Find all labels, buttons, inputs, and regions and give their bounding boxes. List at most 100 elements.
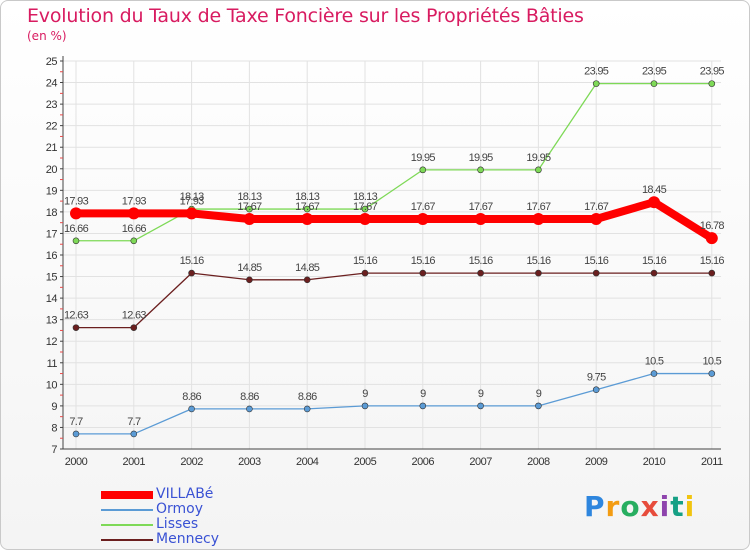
data-label-lisses-2004: 18.13 <box>295 191 320 203</box>
data-label-mennecy-2008: 15.16 <box>526 255 551 267</box>
x-tick-label-2010: 2010 <box>643 456 666 468</box>
point-mennecy-2011 <box>708 269 716 277</box>
y-tick-label-7: 7 <box>51 444 57 456</box>
data-label-villab-2002: 17.93 <box>180 195 205 207</box>
point-lisses-2003 <box>246 205 253 213</box>
legend-item-lisses: Lisses <box>101 517 219 532</box>
y-axis-unit: (en %) <box>27 29 67 43</box>
x-tick-label-2007: 2007 <box>469 456 492 468</box>
logo-letter: i <box>659 490 671 523</box>
legend-item-ormoy: Ormoy <box>101 502 219 517</box>
point-ormoy-2009 <box>592 386 600 394</box>
data-label-lisses-2009: 23.95 <box>584 66 609 78</box>
y-tick-label-13: 13 <box>46 315 58 327</box>
data-label-ormoy-2011: 10.5 <box>702 356 721 368</box>
point-lisses-2004 <box>303 205 311 213</box>
point-villab-2007 <box>474 213 487 226</box>
point-mennecy-2003 <box>246 276 253 284</box>
data-label-lisses-2007: 19.95 <box>469 152 494 164</box>
point-ormoy-2010 <box>650 370 658 377</box>
data-label-mennecy-2006: 15.16 <box>411 255 436 267</box>
point-ormoy-2004 <box>303 405 311 413</box>
y-tick-label-9: 9 <box>51 401 57 413</box>
legend-swatch-mennecy <box>101 538 153 541</box>
y-tick-label-23: 23 <box>46 99 58 111</box>
y-tick-label-20: 20 <box>46 164 58 176</box>
x-tick-label-2011: 2011 <box>701 456 723 468</box>
x-tick-label-2005: 2005 <box>354 456 377 468</box>
legend-label-mennecy: Mennecy <box>156 531 220 547</box>
point-villab-2003 <box>243 213 256 226</box>
logo-letter: o <box>620 490 641 523</box>
data-label-lisses-2010: 23.95 <box>642 66 667 78</box>
point-villab-2006 <box>416 213 429 226</box>
data-label-villab-2004: 17.67 <box>295 201 320 213</box>
data-label-ormoy-2007: 9 <box>478 388 484 400</box>
y-tick-label-11: 11 <box>47 358 58 370</box>
data-label-villab-2008: 17.67 <box>526 201 551 213</box>
point-lisses-2008 <box>535 166 542 174</box>
x-tick-label-2009: 2009 <box>585 456 608 468</box>
data-label-mennecy-2011: 15.16 <box>700 255 725 267</box>
y-tick-label-12: 12 <box>46 336 58 348</box>
data-label-ormoy-2003: 8.86 <box>240 391 259 403</box>
data-label-ormoy-2008: 9 <box>536 388 542 400</box>
legend-item-mennecy: Mennecy <box>101 532 219 547</box>
x-tick-label-2000: 2000 <box>65 456 88 468</box>
point-ormoy-2001 <box>130 430 138 438</box>
data-label-lisses-2002: 18.13 <box>180 191 205 203</box>
chart-title: Evolution du Taux de Taxe Foncière sur l… <box>27 5 584 27</box>
data-label-mennecy-2010: 15.16 <box>642 255 667 267</box>
logo-letter: i <box>684 490 696 523</box>
y-tick-label-19: 19 <box>46 185 58 197</box>
legend-swatch-lisses <box>101 523 153 526</box>
data-label-villab-2001: 17.93 <box>122 195 147 207</box>
point-lisses-2007 <box>477 166 484 174</box>
legend-label-ormoy: Ormoy <box>156 501 204 517</box>
x-tick-label-2008: 2008 <box>527 456 550 468</box>
data-label-ormoy-2009: 9.75 <box>587 372 606 384</box>
data-label-ormoy-2004: 8.86 <box>298 391 317 403</box>
y-tick-label-14: 14 <box>46 293 58 305</box>
data-label-mennecy-2001: 12.63 <box>122 310 147 322</box>
data-label-villab-2009: 17.67 <box>584 201 609 213</box>
data-label-mennecy-2000: 12.63 <box>64 310 89 322</box>
data-label-lisses-2006: 19.95 <box>411 152 436 164</box>
y-tick-label-8: 8 <box>51 422 57 434</box>
point-villab-2010 <box>648 196 660 209</box>
point-mennecy-2002 <box>188 269 195 277</box>
y-tick-label-18: 18 <box>46 207 58 219</box>
data-label-mennecy-2003: 14.85 <box>237 262 262 274</box>
point-mennecy-2004 <box>303 276 311 284</box>
data-label-villab-2011: 16.78 <box>700 220 725 232</box>
logo-letter: t <box>670 490 685 523</box>
data-label-villab-2005: 17.67 <box>353 201 378 213</box>
point-ormoy-2005 <box>361 402 369 410</box>
x-tick-label-2002: 2002 <box>180 456 203 468</box>
y-tick-label-22: 22 <box>46 121 58 133</box>
point-villab-2001 <box>127 207 140 220</box>
data-label-mennecy-2009: 15.16 <box>584 255 609 267</box>
point-mennecy-2009 <box>592 269 600 277</box>
point-ormoy-2000 <box>72 430 80 438</box>
logo-letter: x <box>640 490 660 523</box>
data-label-mennecy-2002: 15.16 <box>180 255 205 267</box>
point-mennecy-2008 <box>535 269 542 277</box>
point-villab-2005 <box>359 213 371 226</box>
point-mennecy-2001 <box>130 324 138 331</box>
series-line-mennecy <box>75 272 713 329</box>
data-label-ormoy-2010: 10.5 <box>645 356 664 368</box>
point-lisses-2010 <box>650 80 658 87</box>
point-lisses-2006 <box>419 166 427 174</box>
point-ormoy-2008 <box>535 402 542 410</box>
y-tick-label-21: 21 <box>46 142 58 154</box>
y-tick-label-10: 10 <box>46 379 58 391</box>
data-label-lisses-2000: 16.66 <box>64 223 89 235</box>
y-tick-label-15: 15 <box>46 272 58 284</box>
x-tick-label-2001: 2001 <box>123 456 146 468</box>
data-label-lisses-2008: 19.95 <box>526 152 551 164</box>
y-tick-label-24: 24 <box>46 78 58 90</box>
point-ormoy-2002 <box>188 405 195 413</box>
